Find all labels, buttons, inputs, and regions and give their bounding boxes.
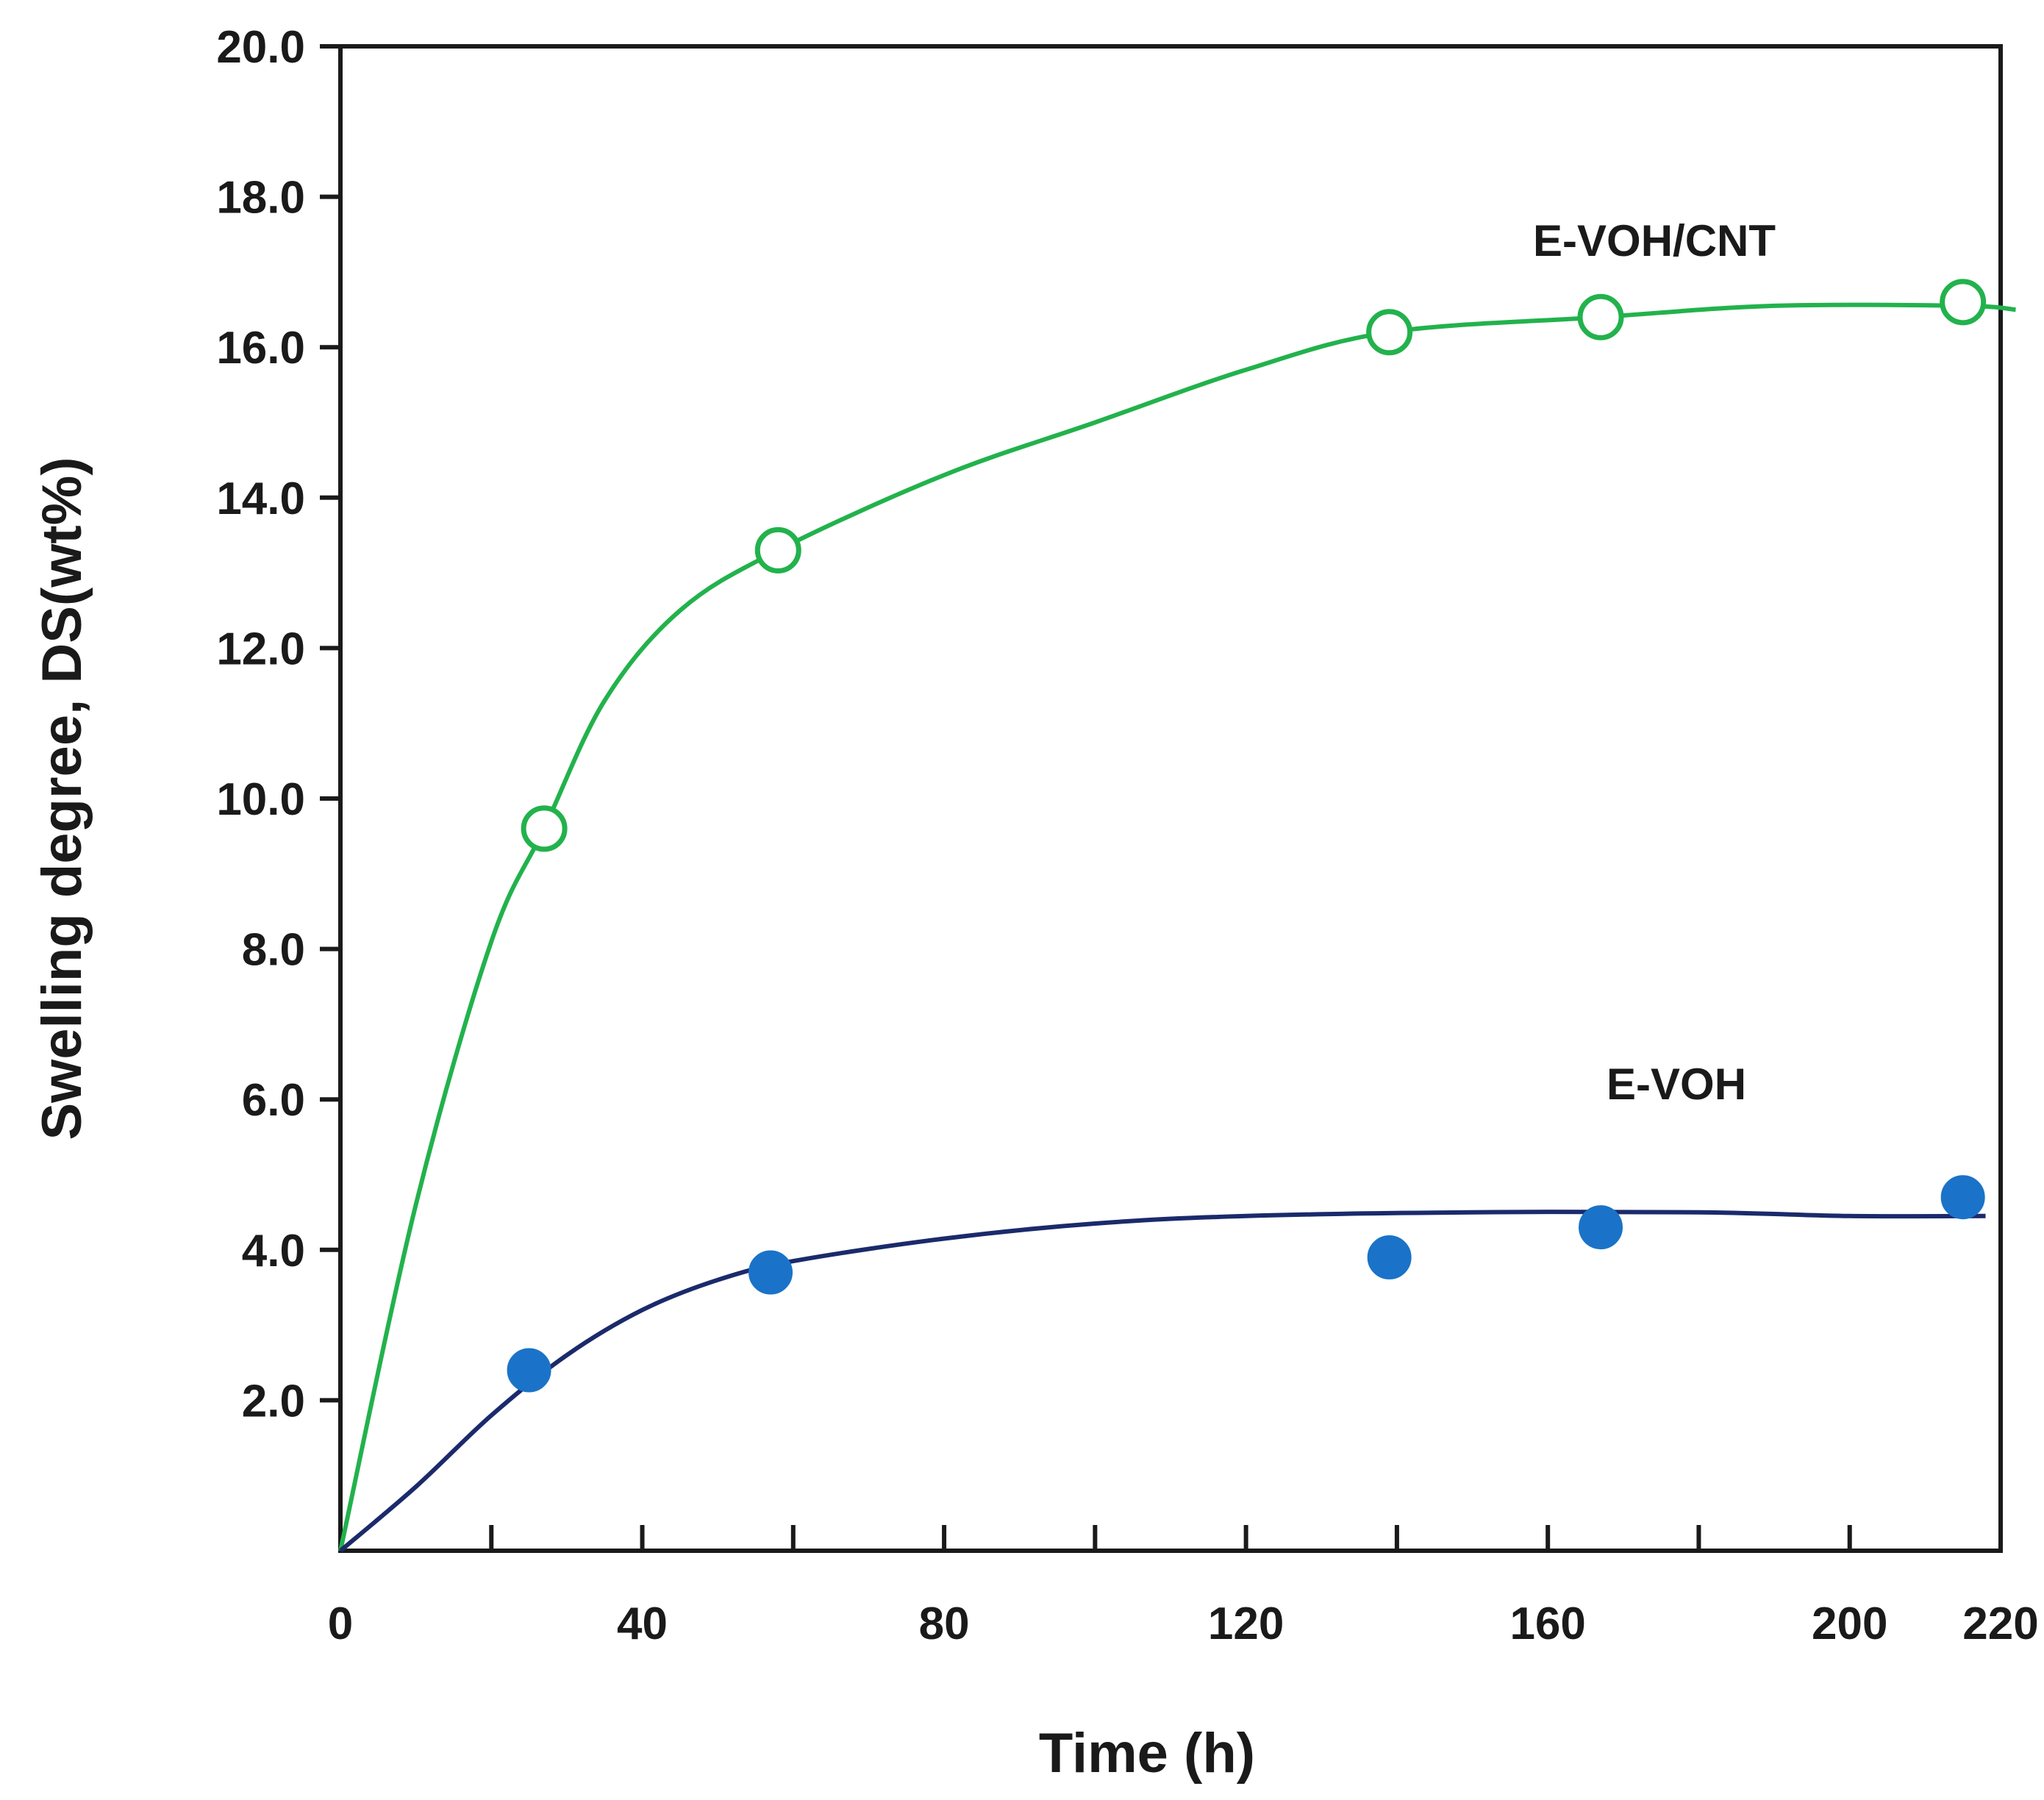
data-point-e-voh (1579, 1205, 1623, 1250)
x-tick-label: 80 (919, 1599, 970, 1649)
fit-curve-e-voh-cnt (338, 302, 2016, 1551)
x-tick-label: 200 (1812, 1599, 1887, 1649)
y-axis-title: Swelling degree, DS(wt%) (31, 457, 93, 1140)
y-tick-label: 8.0 (242, 925, 305, 976)
x-tick-label: 120 (1208, 1599, 1284, 1649)
data-point-e-voh-cnt (1940, 279, 1987, 326)
data-point-e-voh (1940, 1175, 1985, 1220)
x-tick-label: 40 (617, 1599, 668, 1649)
series-label-e-voh: E-VOH (1607, 1060, 1746, 1109)
y-tick-label: 6.0 (242, 1075, 305, 1126)
data-point-e-voh (1367, 1235, 1412, 1280)
data-point-e-voh-cnt (1577, 293, 1624, 340)
y-tick-label: 4.0 (242, 1226, 305, 1276)
x-tick-label: 220 (1962, 1599, 2038, 1649)
y-tick-label: 16.0 (216, 323, 305, 374)
plot-frame (338, 44, 2003, 1553)
y-tick-label: 2.0 (242, 1376, 305, 1426)
x-tick-label: 0 (328, 1599, 353, 1649)
fit-curve-e-voh (339, 1210, 1986, 1553)
data-point-e-voh (748, 1250, 793, 1295)
data-point-e-voh-cnt (1366, 309, 1413, 356)
y-tick-label: 10.0 (216, 774, 305, 825)
data-point-e-voh (507, 1348, 551, 1393)
x-tick-label: 160 (1509, 1599, 1585, 1649)
x-axis-title: Time (h) (1039, 1722, 1255, 1785)
data-point-e-voh-cnt (521, 805, 568, 852)
y-tick-label: 20.0 (216, 22, 305, 73)
y-tick-label: 18.0 (216, 173, 305, 224)
y-tick-label: 14.0 (216, 474, 305, 524)
y-tick-label: 12.0 (216, 624, 305, 674)
series-label-e-voh-cnt: E-VOH/CNT (1533, 216, 1776, 265)
data-point-e-voh-cnt (754, 526, 801, 574)
